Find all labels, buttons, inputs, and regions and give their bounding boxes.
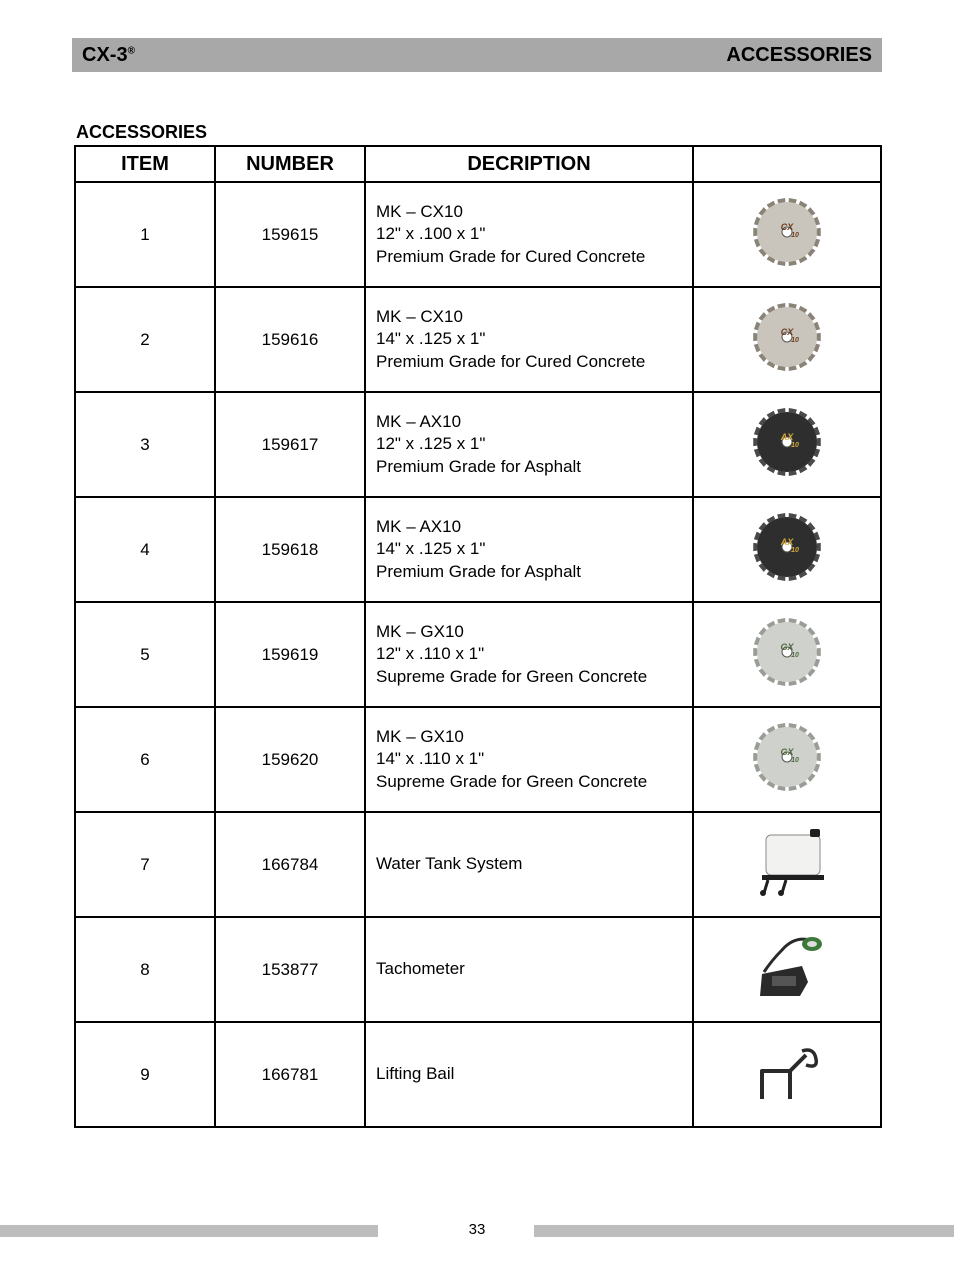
table-row: 9 166781 Lifting Bail <box>75 1022 881 1127</box>
cell-item: 6 <box>75 707 215 812</box>
cell-description: Water Tank System <box>365 812 693 917</box>
cell-item: 3 <box>75 392 215 497</box>
col-header-description: DECRIPTION <box>365 146 693 182</box>
table-header-row: ITEM NUMBER DECRIPTION <box>75 146 881 182</box>
cell-item: 2 <box>75 287 215 392</box>
cell-number: 166784 <box>215 812 365 917</box>
product-text: CX-3 <box>82 44 128 66</box>
cell-image: CX 10 <box>693 182 881 287</box>
svg-text:10: 10 <box>791 232 799 239</box>
cell-image: GX 10 <box>693 707 881 812</box>
product-name: CX-3® <box>82 44 135 67</box>
svg-text:10: 10 <box>791 337 799 344</box>
table-row: 2 159616 MK – CX1014" x .125 x 1"Premium… <box>75 287 881 392</box>
section-name: ACCESSORIES <box>726 44 872 67</box>
col-header-item: ITEM <box>75 146 215 182</box>
cell-number: 166781 <box>215 1022 365 1127</box>
section-title: ACCESSORIES <box>76 122 954 143</box>
cell-description: Lifting Bail <box>365 1022 693 1127</box>
table-row: 5 159619 MK – GX1012" x .110 x 1"Supreme… <box>75 602 881 707</box>
cell-image <box>693 917 881 1022</box>
table-row: 3 159617 MK – AX1012" x .125 x 1"Premium… <box>75 392 881 497</box>
cell-item: 9 <box>75 1022 215 1127</box>
cell-image: GX 10 <box>693 602 881 707</box>
cell-number: 159619 <box>215 602 365 707</box>
table-row: 4 159618 MK – AX1014" x .125 x 1"Premium… <box>75 497 881 602</box>
cell-description: MK – AX1012" x .125 x 1"Premium Grade fo… <box>365 392 693 497</box>
blade-icon: CX 10 <box>752 197 822 267</box>
svg-text:10: 10 <box>791 652 799 659</box>
footer-bar-right <box>534 1225 954 1237</box>
svg-text:CX: CX <box>781 222 794 232</box>
cell-number: 159617 <box>215 392 365 497</box>
cell-description: MK – GX1012" x .110 x 1"Supreme Grade fo… <box>365 602 693 707</box>
svg-text:AX: AX <box>780 432 794 442</box>
cell-description: MK – AX1014" x .125 x 1"Premium Grade fo… <box>365 497 693 602</box>
trademark-symbol: ® <box>128 45 135 56</box>
cell-description: Tachometer <box>365 917 693 1022</box>
svg-text:10: 10 <box>791 547 799 554</box>
svg-text:GX: GX <box>780 642 794 652</box>
svg-text:10: 10 <box>791 757 799 764</box>
table-row: 6 159620 MK – GX1014" x .110 x 1"Supreme… <box>75 707 881 812</box>
cell-item: 4 <box>75 497 215 602</box>
cell-description: MK – CX1012" x .100 x 1"Premium Grade fo… <box>365 182 693 287</box>
water-tank-icon <box>742 827 832 897</box>
cell-item: 1 <box>75 182 215 287</box>
cell-number: 159618 <box>215 497 365 602</box>
cell-image <box>693 812 881 917</box>
blade-icon: CX 10 <box>752 302 822 372</box>
cell-item: 7 <box>75 812 215 917</box>
page-header: CX-3® ACCESSORIES <box>72 38 882 72</box>
cell-item: 8 <box>75 917 215 1022</box>
col-header-image <box>693 146 881 182</box>
cell-description: MK – CX1014" x .125 x 1"Premium Grade fo… <box>365 287 693 392</box>
blade-icon: GX 10 <box>752 722 822 792</box>
blade-icon: GX 10 <box>752 617 822 687</box>
cell-number: 159616 <box>215 287 365 392</box>
page-footer: 33 <box>0 1221 954 1241</box>
svg-text:CX: CX <box>781 327 794 337</box>
cell-number: 153877 <box>215 917 365 1022</box>
cell-image: CX 10 <box>693 287 881 392</box>
table-row: 8 153877 Tachometer <box>75 917 881 1022</box>
cell-number: 159615 <box>215 182 365 287</box>
svg-text:GX: GX <box>780 747 794 757</box>
table-row: 7 166784 Water Tank System <box>75 812 881 917</box>
cell-item: 5 <box>75 602 215 707</box>
col-header-number: NUMBER <box>215 146 365 182</box>
table-row: 1 159615 MK – CX1012" x .100 x 1"Premium… <box>75 182 881 287</box>
cell-number: 159620 <box>215 707 365 812</box>
accessories-table: ITEM NUMBER DECRIPTION 1 159615 MK – CX1… <box>74 145 882 1128</box>
blade-icon: AX 10 <box>752 512 822 582</box>
svg-text:10: 10 <box>791 442 799 449</box>
svg-text:AX: AX <box>780 537 794 547</box>
blade-icon: AX 10 <box>752 407 822 477</box>
cell-description: MK – GX1014" x .110 x 1"Supreme Grade fo… <box>365 707 693 812</box>
cell-image: AX 10 <box>693 392 881 497</box>
lifting-bail-icon <box>742 1037 832 1107</box>
cell-image: AX 10 <box>693 497 881 602</box>
tachometer-icon <box>742 932 832 1002</box>
cell-image <box>693 1022 881 1127</box>
